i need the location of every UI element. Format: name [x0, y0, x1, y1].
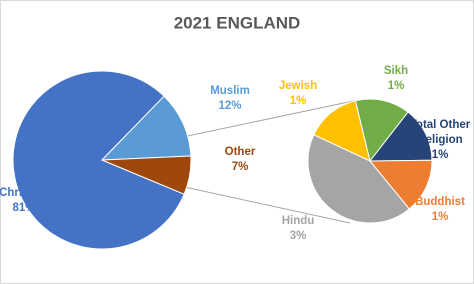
data-label: Buddhist 1% — [412, 195, 468, 225]
data-label: Muslim 12% — [202, 84, 258, 114]
label-value: 81% — [12, 202, 36, 214]
label-name: Hindu — [281, 215, 315, 227]
pie-slice — [354, 98, 409, 163]
label-value: 1% — [387, 80, 405, 92]
chart-title: 2021 ENGLAND — [174, 13, 301, 32]
label-value: 1% — [289, 95, 307, 107]
label-value: 1% — [431, 149, 449, 161]
pie-slice — [12, 70, 185, 250]
label-name: Total Other Religion — [409, 119, 471, 146]
pie-slice — [368, 159, 433, 210]
label-name: Buddhist — [415, 196, 465, 208]
pie-slice — [101, 155, 192, 195]
pie-slice — [313, 100, 371, 162]
pie-slice — [100, 95, 192, 161]
label-name: Jewish — [278, 80, 318, 92]
label-value: 3% — [289, 230, 307, 242]
label-value: 7% — [231, 161, 249, 173]
data-label: Sikh 1% — [368, 64, 424, 94]
data-label: Jewish 1% — [270, 79, 326, 109]
label-name: Sikh — [383, 65, 409, 77]
pie-slice — [307, 134, 410, 224]
data-label: Total Other Religion 1% — [400, 118, 474, 163]
pie-slice — [368, 111, 433, 162]
label-name: Other — [224, 146, 256, 158]
label-name: Christian — [0, 187, 49, 199]
data-label: Hindu 3% — [270, 214, 326, 244]
data-label: Christian 81% — [0, 186, 52, 216]
label-value: 1% — [431, 211, 449, 223]
data-label: Other 7% — [212, 145, 268, 175]
label-value: 12% — [218, 100, 242, 112]
label-name: Muslim — [210, 85, 250, 97]
